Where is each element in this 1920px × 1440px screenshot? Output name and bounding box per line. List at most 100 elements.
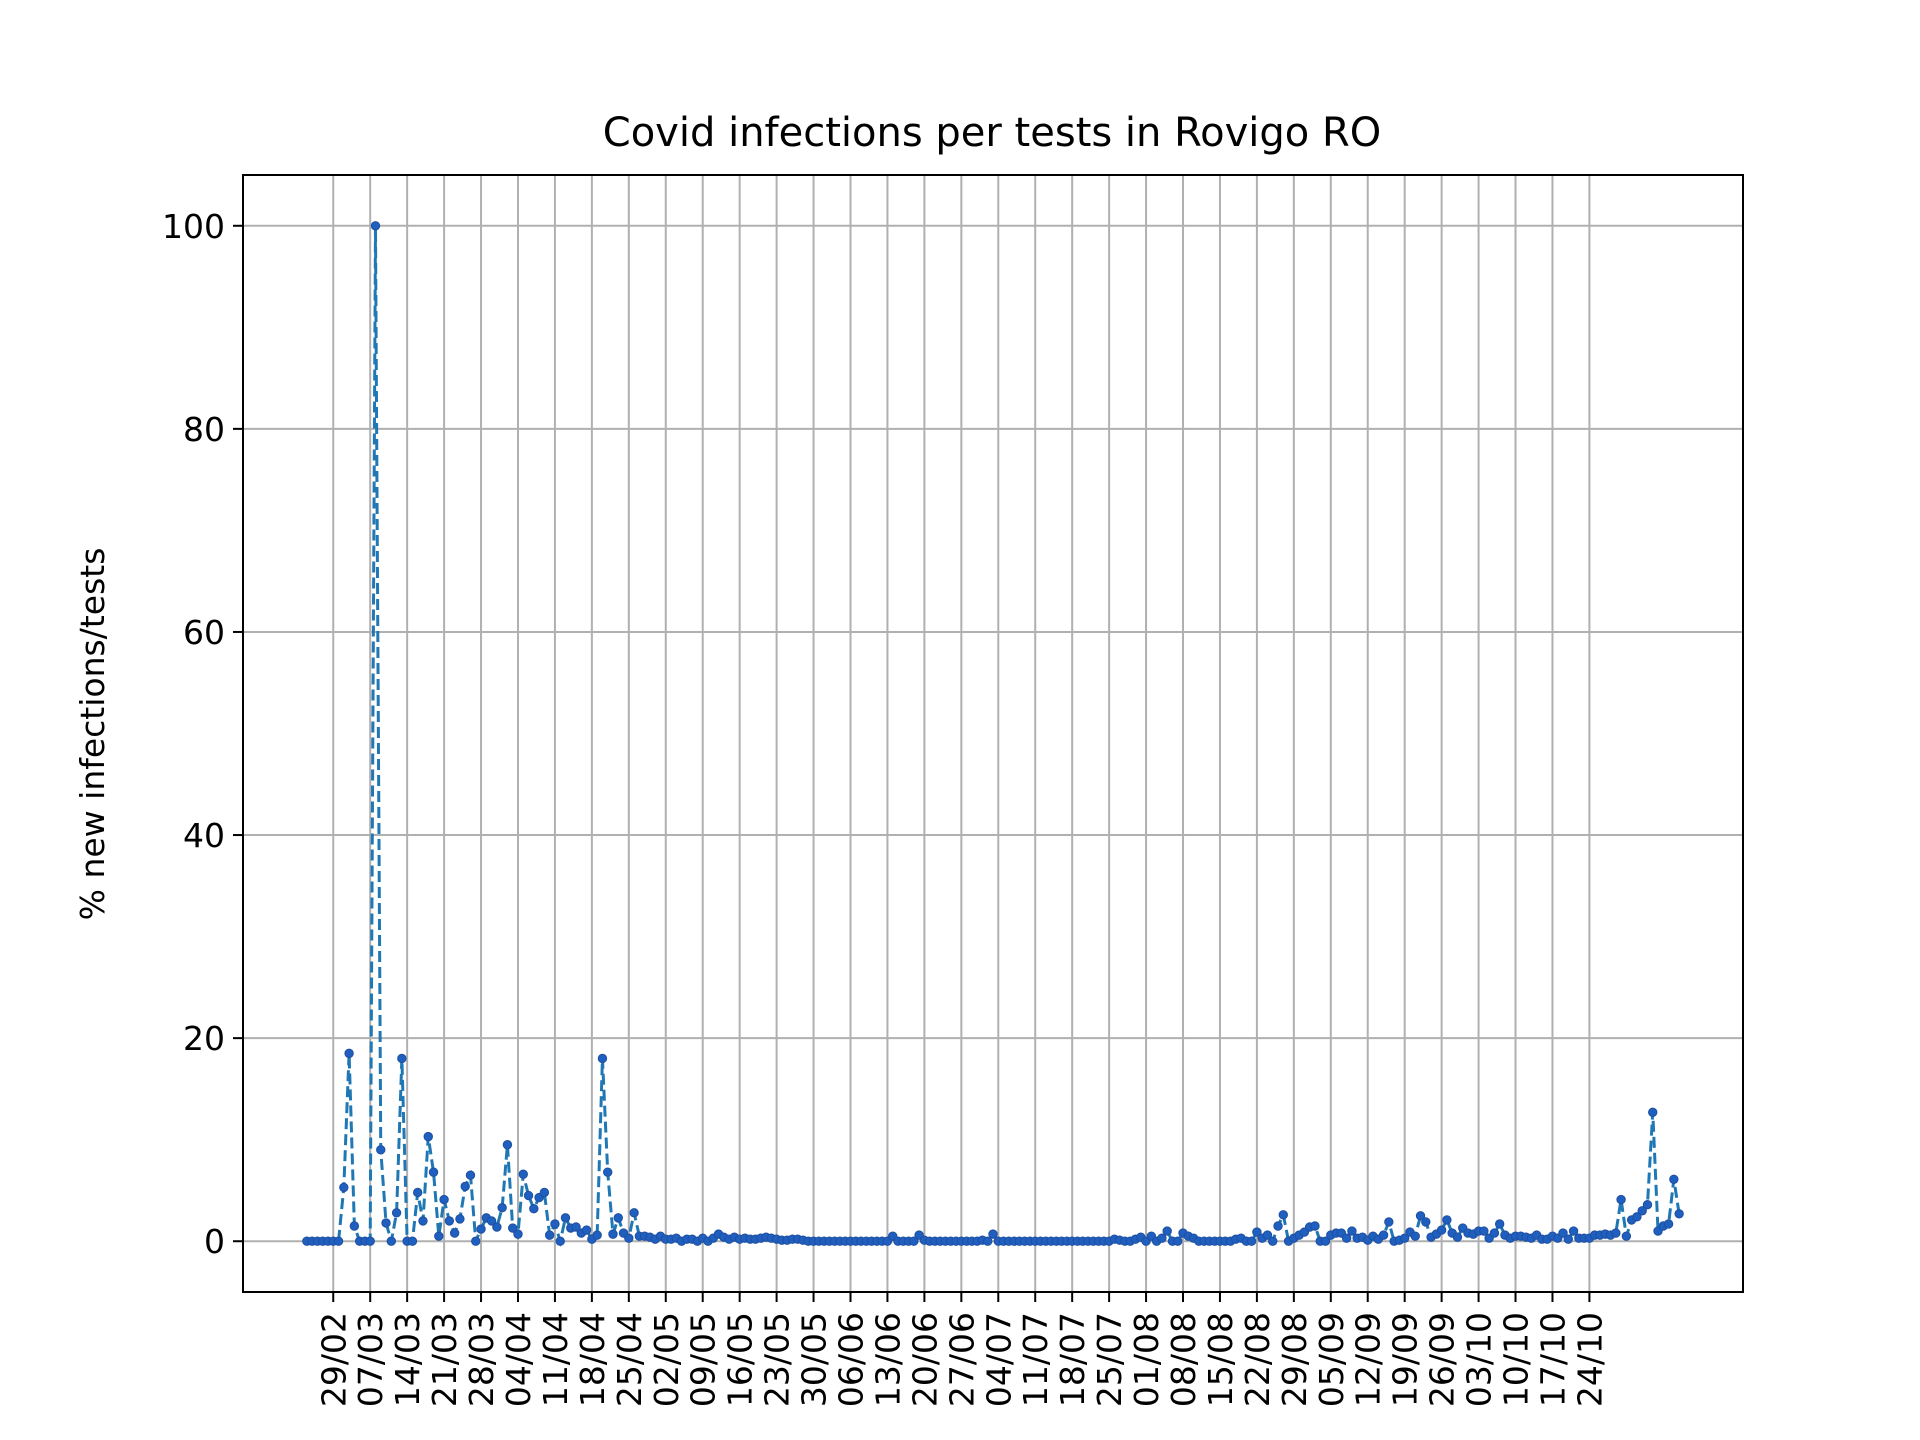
x-tick-label: 30/05 xyxy=(795,1312,834,1407)
y-tick-label: 0 xyxy=(204,1222,225,1261)
data-point xyxy=(1410,1231,1420,1241)
data-point xyxy=(1611,1228,1621,1238)
data-point xyxy=(376,1145,386,1155)
data-point xyxy=(1320,1236,1331,1246)
x-tick-label: 11/04 xyxy=(536,1312,575,1407)
data-point xyxy=(560,1213,571,1223)
x-tick-label: 02/05 xyxy=(647,1312,686,1407)
x-tick-label: 22/08 xyxy=(1238,1312,1277,1407)
data-point xyxy=(1489,1228,1500,1238)
data-point xyxy=(381,1218,391,1228)
data-point xyxy=(460,1181,470,1192)
data-point xyxy=(449,1228,460,1238)
y-tick-label: 100 xyxy=(162,207,225,246)
data-point xyxy=(1642,1199,1653,1210)
data-point xyxy=(455,1214,465,1224)
data-point xyxy=(397,1053,407,1064)
data-series xyxy=(302,221,1684,1248)
x-tick-label: 16/05 xyxy=(721,1312,760,1407)
data-point xyxy=(629,1208,639,1218)
data-point xyxy=(1415,1211,1426,1221)
data-point xyxy=(333,1236,344,1246)
x-tick-label: 12/09 xyxy=(1349,1312,1388,1407)
data-point xyxy=(439,1194,449,1205)
data-point xyxy=(349,1221,360,1231)
data-point xyxy=(1384,1217,1394,1227)
data-point xyxy=(386,1236,397,1246)
x-tick-label: 25/04 xyxy=(610,1312,649,1407)
series-line xyxy=(306,225,1681,1248)
data-point xyxy=(1479,1226,1489,1236)
y-axis-label: % new infections/tests xyxy=(73,548,112,921)
data-point xyxy=(465,1170,476,1180)
data-point xyxy=(555,1236,565,1246)
data-point xyxy=(608,1229,618,1239)
x-tick-label: 06/06 xyxy=(831,1312,870,1407)
data-point xyxy=(1162,1226,1172,1236)
x-tick-label: 13/06 xyxy=(868,1312,907,1407)
data-point xyxy=(550,1219,560,1229)
x-tick-label: 15/08 xyxy=(1201,1312,1240,1407)
data-point xyxy=(365,1236,375,1246)
data-point xyxy=(592,1230,602,1240)
data-point xyxy=(523,1190,534,1201)
data-point xyxy=(518,1169,528,1179)
data-point xyxy=(1157,1233,1167,1243)
x-tick-label: 10/10 xyxy=(1497,1312,1536,1407)
data-point xyxy=(413,1187,423,1198)
x-tick-label: 05/09 xyxy=(1312,1312,1351,1407)
x-tick-label: 29/08 xyxy=(1275,1312,1314,1407)
data-point xyxy=(1568,1226,1579,1236)
data-point xyxy=(1663,1219,1674,1229)
x-tick-label: 29/02 xyxy=(314,1312,353,1407)
x-tick-label: 20/06 xyxy=(905,1312,944,1407)
data-point xyxy=(909,1236,919,1246)
data-point xyxy=(502,1140,513,1150)
grid-lines xyxy=(243,175,1743,1292)
chart-title: Covid infections per tests in Rovigo RO xyxy=(603,110,1381,156)
data-point xyxy=(492,1222,502,1232)
x-tick-label: 04/04 xyxy=(499,1312,538,1407)
x-tick-label: 28/03 xyxy=(462,1312,501,1407)
data-point xyxy=(1173,1236,1183,1246)
x-tick-label: 04/07 xyxy=(979,1312,1018,1407)
data-point xyxy=(428,1167,439,1177)
data-point xyxy=(983,1236,993,1246)
data-point xyxy=(1268,1236,1278,1246)
data-point xyxy=(1669,1174,1679,1184)
data-point xyxy=(1494,1219,1505,1229)
data-point xyxy=(1621,1231,1632,1241)
data-point xyxy=(624,1233,634,1243)
axes: 02040608010029/0207/0314/0321/0328/0304/… xyxy=(162,207,1609,1407)
data-point xyxy=(1273,1221,1283,1231)
data-point xyxy=(1310,1221,1320,1231)
x-tick-label: 26/09 xyxy=(1423,1312,1462,1407)
data-point xyxy=(444,1216,455,1226)
data-point xyxy=(1637,1206,1647,1216)
data-point xyxy=(1674,1209,1684,1219)
x-tick-label: 08/08 xyxy=(1164,1312,1203,1407)
data-point xyxy=(434,1231,444,1241)
data-point xyxy=(486,1216,497,1226)
data-point xyxy=(597,1053,608,1064)
data-point xyxy=(497,1203,507,1213)
data-point xyxy=(1378,1230,1389,1240)
y-tick-label: 80 xyxy=(183,410,225,449)
data-point xyxy=(1278,1210,1288,1220)
data-point xyxy=(1648,1107,1658,1117)
data-point xyxy=(418,1216,428,1226)
x-tick-label: 14/03 xyxy=(388,1312,427,1407)
data-point xyxy=(476,1224,486,1234)
data-point xyxy=(1558,1228,1568,1238)
plot-frame xyxy=(242,174,1744,1293)
x-tick-label: 24/10 xyxy=(1570,1312,1609,1407)
data-point xyxy=(544,1230,555,1240)
x-tick-label: 23/05 xyxy=(758,1312,797,1407)
data-point xyxy=(529,1204,539,1214)
data-point xyxy=(1452,1232,1463,1242)
data-point xyxy=(1246,1236,1257,1246)
data-point xyxy=(471,1236,481,1246)
x-tick-label: 27/06 xyxy=(942,1312,981,1407)
x-tick-label: 18/07 xyxy=(1053,1312,1092,1407)
